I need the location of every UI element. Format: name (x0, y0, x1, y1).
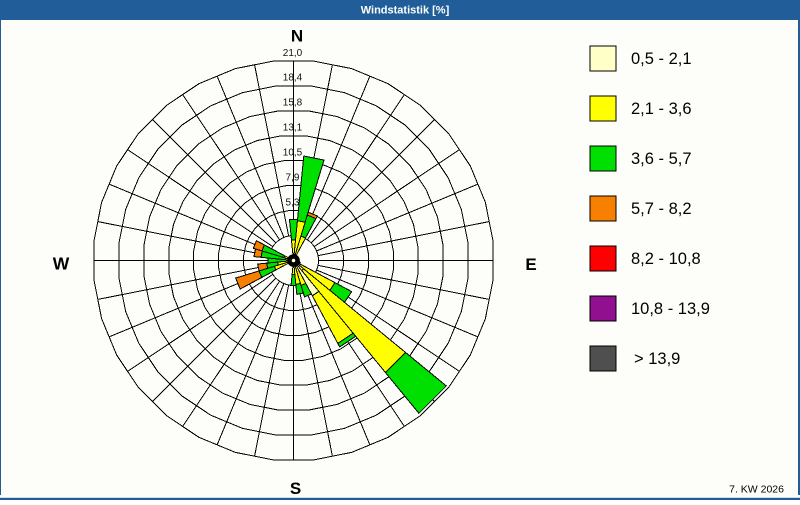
svg-text:5,7 - 8,2: 5,7 - 8,2 (631, 200, 692, 218)
svg-text:7,9: 7,9 (286, 172, 300, 183)
svg-text:N: N (291, 27, 303, 46)
svg-text:8,2 - 10,8: 8,2 - 10,8 (631, 250, 701, 268)
svg-text:18,4: 18,4 (283, 73, 303, 84)
svg-text:21,0: 21,0 (283, 48, 303, 59)
svg-text:13,1: 13,1 (283, 123, 303, 134)
svg-text:2,1 - 3,6: 2,1 - 3,6 (631, 100, 692, 118)
svg-text:E: E (525, 255, 536, 274)
svg-text:7. KW 2026: 7. KW 2026 (729, 484, 784, 496)
svg-text:15,8: 15,8 (283, 98, 303, 109)
svg-text:W: W (53, 254, 70, 274)
svg-text:Windstatistik [%]: Windstatistik [%] (361, 5, 450, 17)
svg-text:> 13,9: > 13,9 (634, 350, 680, 368)
svg-text:10,5: 10,5 (283, 148, 303, 159)
svg-text:5,3: 5,3 (286, 197, 300, 208)
svg-text:10,8 - 13,9: 10,8 - 13,9 (631, 300, 710, 318)
svg-text:S: S (290, 479, 301, 498)
svg-text:3,6 - 5,7: 3,6 - 5,7 (631, 150, 692, 168)
svg-text:0,5 - 2,1: 0,5 - 2,1 (631, 50, 692, 68)
